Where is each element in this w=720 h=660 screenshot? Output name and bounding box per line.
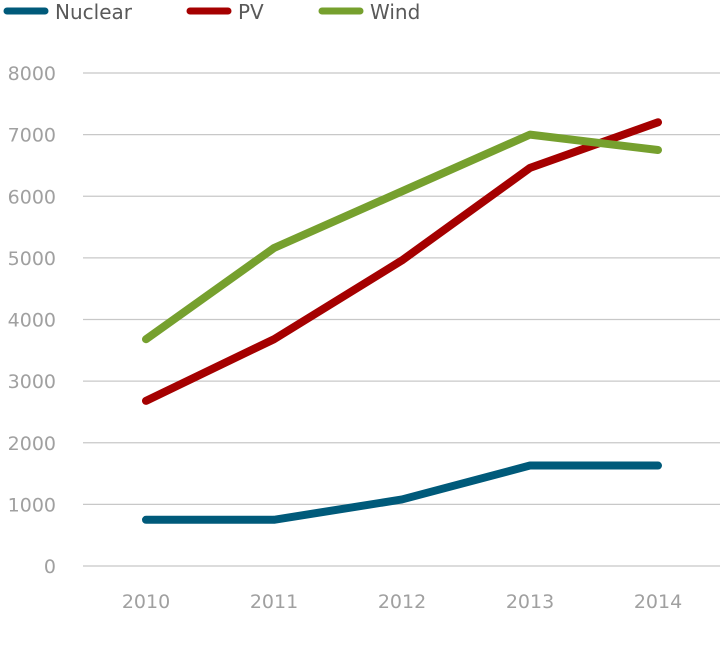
series-line-wind [142,130,662,344]
y-tick-label-0: 0 [44,556,56,578]
series-lines [142,118,662,524]
legend-item-pv: PV [186,0,264,24]
x-axis-ticks: 2010 2011 2012 2013 2014 [122,591,682,613]
y-tick-label-3000: 3000 [8,371,56,393]
legend-label-pv: PV [238,0,264,24]
legend-label-nuclear: Nuclear [55,0,133,24]
y-tick-label-8000: 8000 [8,63,56,85]
x-tick-label-2012: 2012 [378,591,426,613]
legend-item-nuclear: Nuclear [3,0,133,24]
x-tick-label-2011: 2011 [250,591,298,613]
legend: Nuclear PV Wind [3,0,420,24]
legend-item-wind: Wind [318,0,420,24]
y-tick-label-6000: 6000 [8,186,56,208]
series-line-nuclear [142,461,662,524]
y-tick-label-4000: 4000 [8,310,56,332]
x-tick-label-2014: 2014 [634,591,682,613]
y-tick-label-2000: 2000 [8,433,56,455]
y-axis-ticks: 0 1000 2000 3000 4000 5000 6000 7000 8000 [8,63,56,578]
series-line-pv [142,118,662,405]
legend-label-wind: Wind [370,0,420,24]
y-tick-label-7000: 7000 [8,125,56,147]
x-tick-label-2013: 2013 [506,591,554,613]
y-tick-label-1000: 1000 [8,494,56,516]
x-tick-label-2010: 2010 [122,591,170,613]
y-tick-label-5000: 5000 [8,248,56,270]
